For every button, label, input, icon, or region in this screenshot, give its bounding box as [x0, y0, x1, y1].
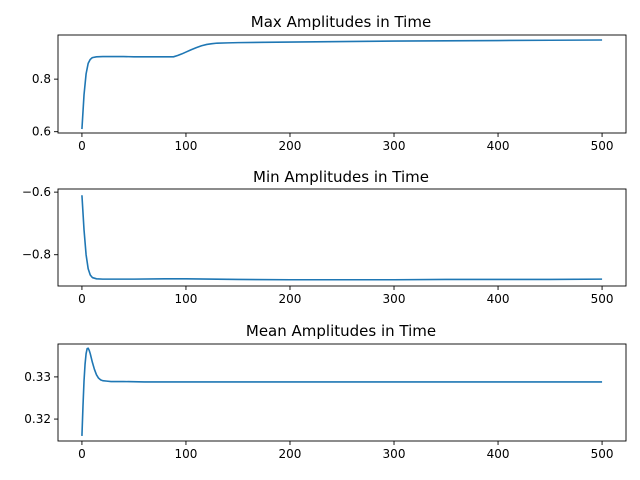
x-tick-label: 0	[78, 447, 86, 461]
chart-title: Min Amplitudes in Time	[253, 168, 429, 186]
y-tick-label: 0.33	[24, 370, 51, 384]
y-tick-label: −0.6	[22, 185, 51, 199]
x-tick-label: 300	[383, 139, 406, 153]
x-tick-label: 0	[78, 292, 86, 306]
x-tick-label: 200	[279, 447, 302, 461]
plot-area	[57, 34, 627, 134]
y-tick-label: −0.8	[22, 248, 51, 262]
series-line	[81, 195, 603, 281]
x-tick-label: 500	[591, 292, 614, 306]
x-tick-label: 500	[591, 139, 614, 153]
plot-area	[57, 343, 627, 442]
subplot-mean-amplitudes: Mean Amplitudes in Time 0 100 200 300 400 500…	[24, 322, 627, 461]
x-tick-label: 300	[383, 292, 406, 306]
series-line	[81, 39, 603, 130]
x-tick-label: 500	[591, 447, 614, 461]
x-tick-label: 100	[175, 292, 198, 306]
y-tick-label: 0.32	[24, 412, 51, 426]
series-line	[81, 347, 603, 436]
x-tick-label: 0	[78, 139, 86, 153]
x-tick-label: 100	[175, 447, 198, 461]
plot-area	[57, 188, 627, 287]
y-tick-label: 0.6	[32, 125, 51, 139]
chart-title: Mean Amplitudes in Time	[246, 322, 436, 340]
subplot-min-amplitudes: Min Amplitudes in Time 0 100 200 300 400 500 −…	[22, 168, 627, 306]
x-tick-label: 100	[175, 139, 198, 153]
x-tick-label: 200	[279, 292, 302, 306]
x-tick-label: 400	[487, 447, 510, 461]
x-tick-label: 400	[487, 292, 510, 306]
x-tick-label: 200	[279, 139, 302, 153]
x-tick-label: 400	[487, 139, 510, 153]
x-tick-label: 300	[383, 447, 406, 461]
y-tick-label: 0.8	[32, 72, 51, 86]
subplot-max-amplitudes: Max Amplitudes in Time 0 100 200 300 400 500 0…	[32, 13, 627, 153]
chart-title: Max Amplitudes in Time	[251, 13, 431, 31]
